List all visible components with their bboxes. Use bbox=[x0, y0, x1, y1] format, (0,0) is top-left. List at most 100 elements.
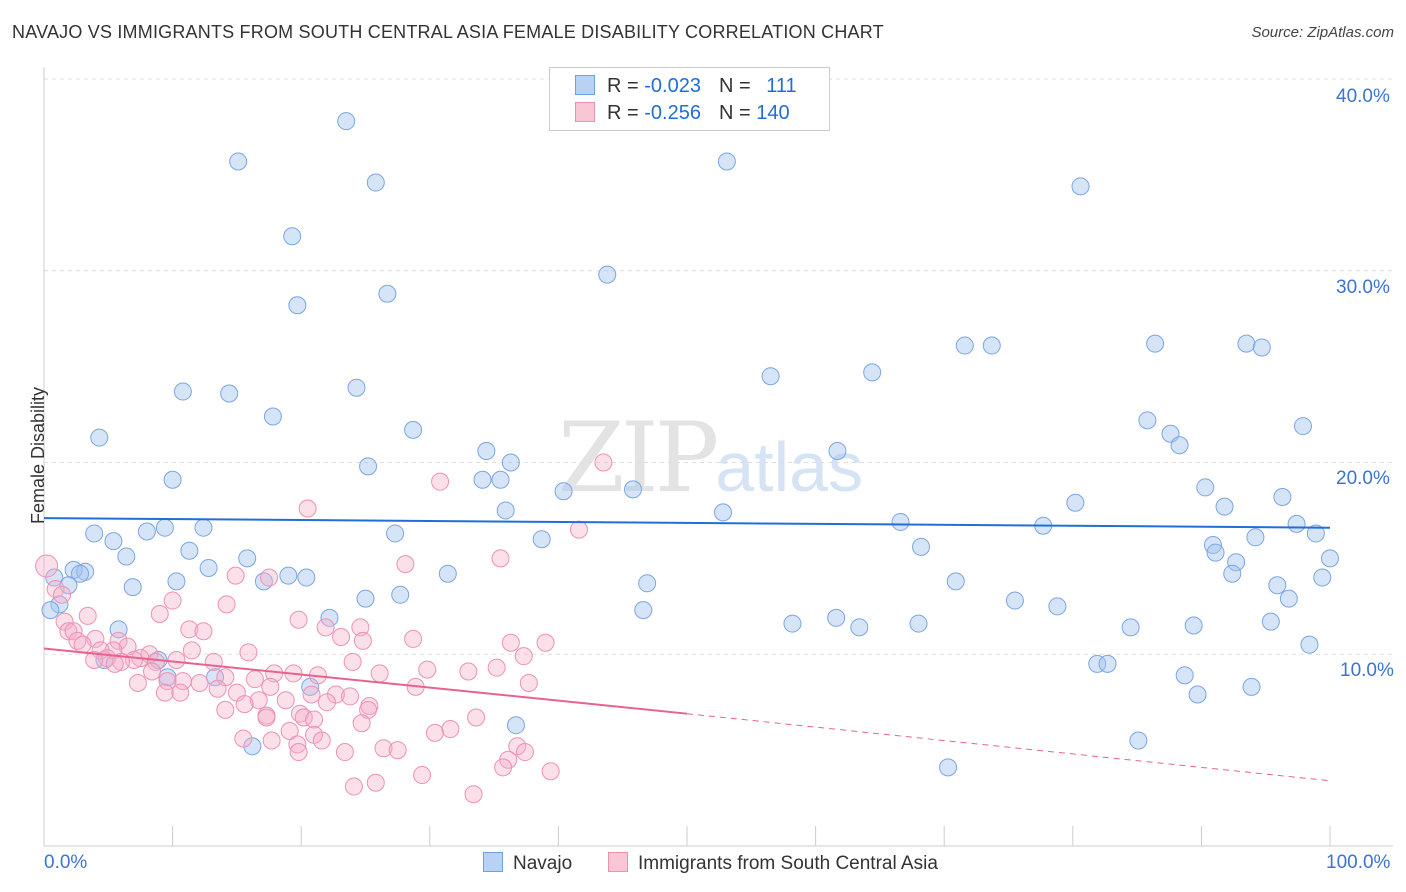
navajo-point bbox=[167, 572, 186, 591]
navajo-point bbox=[477, 441, 496, 460]
navajo-point bbox=[1261, 612, 1280, 631]
navajo-point bbox=[1005, 591, 1024, 610]
navajo-point bbox=[827, 608, 846, 627]
navajo-point bbox=[1098, 654, 1117, 673]
immigrants-point bbox=[536, 633, 555, 652]
navajo-point bbox=[491, 470, 510, 489]
navajo-point bbox=[1188, 685, 1207, 704]
navajo-point bbox=[199, 558, 218, 577]
immigrants-point bbox=[501, 633, 520, 652]
immigrants-point bbox=[182, 641, 201, 660]
navajo-point bbox=[71, 564, 90, 583]
immigrants-point bbox=[289, 610, 308, 629]
r-label: R = bbox=[607, 75, 645, 97]
immigrants-point bbox=[431, 472, 450, 491]
immigrants-point bbox=[519, 674, 538, 693]
navajo-point bbox=[1066, 493, 1085, 512]
navajo-point bbox=[104, 532, 123, 551]
immigrants-point bbox=[515, 743, 534, 762]
navajo-point bbox=[828, 441, 847, 460]
immigrants-point bbox=[73, 635, 92, 654]
navajo-point bbox=[496, 501, 515, 520]
navajo-point bbox=[386, 524, 405, 543]
navajo-point bbox=[982, 336, 1001, 355]
immigrants-point bbox=[464, 785, 483, 804]
navajo-trend-line bbox=[43, 517, 1331, 529]
navajo-point bbox=[1268, 576, 1287, 595]
immigrants-point bbox=[396, 555, 415, 574]
immigrants-swatch bbox=[575, 102, 595, 122]
immigrants-point bbox=[366, 773, 385, 792]
navajo-point bbox=[180, 541, 199, 560]
immigrants-point bbox=[171, 683, 190, 702]
navajo-point bbox=[1071, 177, 1090, 196]
immigrants-point bbox=[146, 652, 165, 671]
immigrants-point bbox=[353, 631, 372, 650]
immigrants-point bbox=[260, 568, 279, 587]
navajo-point bbox=[1196, 478, 1215, 497]
immigrants-point bbox=[163, 591, 182, 610]
r-value: -0.256 bbox=[644, 102, 701, 124]
navajo-point bbox=[634, 601, 653, 620]
immigrants-point bbox=[351, 618, 370, 637]
navajo-point bbox=[85, 524, 104, 543]
legend-row-navajo: R = -0.023 N = 111 bbox=[575, 74, 797, 98]
navajo-point bbox=[1129, 731, 1148, 750]
navajo-point bbox=[1242, 677, 1261, 696]
chart-title: NAVAJO VS IMMIGRANTS FROM SOUTH CENTRAL … bbox=[12, 22, 884, 42]
navajo-point bbox=[598, 265, 617, 284]
immigrants-point bbox=[425, 723, 444, 742]
navajo-point bbox=[263, 407, 282, 426]
bottom-legend-navajo: Navajo bbox=[483, 852, 572, 876]
immigrants-point bbox=[143, 662, 162, 681]
navajo-point bbox=[1293, 417, 1312, 436]
immigrants-point bbox=[288, 735, 307, 754]
navajo-point bbox=[1237, 334, 1256, 353]
immigrants-point bbox=[216, 700, 235, 719]
navajo-point bbox=[946, 572, 965, 591]
immigrants-point bbox=[332, 627, 351, 646]
navajo-point bbox=[714, 503, 733, 522]
navajo-point bbox=[1223, 564, 1242, 583]
immigrants-point bbox=[335, 743, 354, 762]
navajo-point bbox=[163, 470, 182, 489]
navajo-point bbox=[123, 578, 142, 597]
navajo-point bbox=[173, 382, 192, 401]
navajo-point bbox=[438, 564, 457, 583]
immigrants-point bbox=[226, 566, 245, 585]
immigrants-point bbox=[326, 685, 345, 704]
immigrants-point bbox=[276, 691, 295, 710]
navajo-point bbox=[1215, 497, 1234, 516]
navajo-point bbox=[1121, 618, 1140, 637]
navajo-point bbox=[320, 608, 339, 627]
navajo-point bbox=[366, 173, 385, 192]
navajo-point bbox=[45, 568, 64, 587]
navajo-point bbox=[238, 549, 257, 568]
immigrants-point bbox=[217, 595, 236, 614]
immigrants-point bbox=[298, 499, 317, 518]
immigrants-point bbox=[194, 622, 213, 641]
navajo-point bbox=[378, 284, 397, 303]
navajo-point bbox=[1287, 514, 1306, 533]
immigrants-point bbox=[316, 618, 335, 637]
navajo-point bbox=[391, 585, 410, 604]
immigrants-point bbox=[261, 677, 280, 696]
navajo-point bbox=[158, 668, 177, 687]
immigrants-point bbox=[404, 629, 423, 648]
immigrants-point bbox=[55, 612, 74, 631]
navajo-point bbox=[229, 152, 248, 171]
navajo-point bbox=[347, 378, 366, 397]
navajo-point bbox=[356, 589, 375, 608]
immigrants-point bbox=[245, 670, 264, 689]
immigrants-trend-line bbox=[43, 647, 688, 715]
navajo-point bbox=[761, 367, 780, 386]
navajo-point bbox=[863, 363, 882, 382]
navajo-point bbox=[1300, 635, 1319, 654]
navajo-point bbox=[283, 227, 302, 246]
immigrants-point bbox=[491, 549, 510, 568]
navajo-point bbox=[243, 737, 262, 756]
immigrants-point bbox=[312, 731, 331, 750]
navajo-point bbox=[41, 601, 60, 620]
navajo-point bbox=[194, 518, 213, 537]
